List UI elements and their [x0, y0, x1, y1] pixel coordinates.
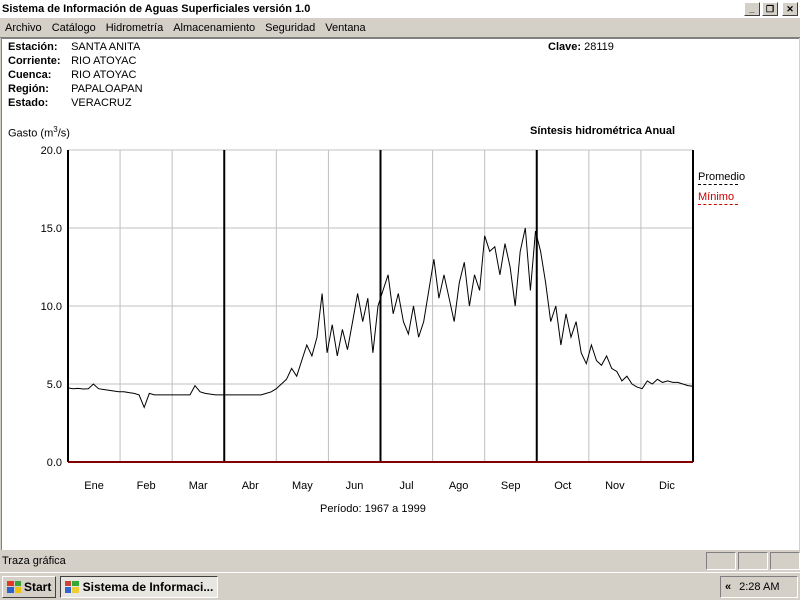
x-tick-label: Ago: [449, 480, 469, 492]
x-tick-label: Oct: [554, 480, 571, 492]
status-text: Traza gráfica: [2, 555, 66, 567]
region-label: Región:: [8, 83, 49, 95]
x-tick-label: Abr: [242, 480, 259, 492]
estado-row: Estado: VERACRUZ: [8, 97, 132, 111]
taskbar: Start Sistema de Informaci... « 2:28 AM: [0, 572, 800, 600]
window-titlebar: Sistema de Información de Aguas Superfic…: [0, 0, 800, 18]
menu-almacenamiento[interactable]: Almacenamiento: [173, 21, 256, 34]
station-value: SANTA ANITA: [71, 41, 141, 53]
corriente-label: Corriente:: [8, 55, 61, 67]
x-tick-label: Sep: [501, 480, 521, 492]
taskbar-app-label: Sistema de Informaci...: [82, 579, 214, 594]
menu-ventana[interactable]: Ventana: [325, 21, 366, 34]
y-tick-label: 20.0: [41, 145, 62, 157]
cuenca-value: RIO ATOYAC: [71, 69, 137, 81]
menu-archivo[interactable]: Archivo: [5, 21, 42, 34]
y-axis-title-sup: 3: [53, 125, 58, 134]
y-tick-label: 10.0: [41, 301, 62, 313]
menu-catalogo[interactable]: Catálogo: [51, 21, 96, 34]
series-promedio-line: [67, 227, 694, 409]
y-tick-label: 5.0: [47, 379, 62, 391]
corriente-row: Corriente: RIO ATOYAC: [8, 55, 136, 69]
estado-value: VERACRUZ: [71, 97, 132, 109]
y-tick-label: 0.0: [47, 457, 62, 469]
legend-minimo-label: Mínimo: [698, 191, 735, 203]
y-axis-title-prefix: Gasto (m: [8, 127, 54, 140]
windows-logo-icon: [7, 580, 21, 593]
clave-label: Clave:: [548, 41, 582, 53]
tray-expand-icon[interactable]: «: [725, 581, 732, 593]
status-panel: [738, 552, 768, 570]
y-axis-title-suffix: /s): [57, 127, 70, 140]
x-tick-label: Jun: [346, 480, 364, 492]
region-row: Región: PAPALOAPAN: [8, 83, 143, 97]
window-controls: _ ❐ ✕: [744, 2, 800, 16]
x-tick-label: Ene: [84, 480, 104, 492]
restore-button[interactable]: ❐: [762, 2, 778, 16]
station-row: Estación: SANTA ANITA: [8, 41, 140, 55]
legend-promedio: Promedio: [698, 171, 745, 185]
start-button[interactable]: Start: [2, 575, 57, 598]
x-tick-label: Feb: [137, 480, 156, 492]
status-panel: [770, 552, 800, 570]
y-tick-label: 15.0: [41, 223, 62, 235]
legend-minimo-swatch: [698, 204, 738, 205]
app-icon: [65, 580, 79, 593]
legend-promedio-swatch: [698, 184, 738, 185]
synthesis-title: Síntesis hidrométrica Anual: [530, 125, 676, 137]
legend-minimo: Mínimo: [698, 191, 738, 205]
menu-bar: Archivo Catálogo Hidrometría Almacenamie…: [0, 18, 800, 38]
clave-value: 28119: [584, 41, 614, 53]
minimize-button[interactable]: _: [744, 2, 760, 16]
hydrograph-chart: 0.0 5.0 10.0 15.0 20.0 Ene Feb Mar Abr May Jun Jul A…: [41, 145, 694, 492]
region-value: PAPALOAPAN: [71, 83, 143, 95]
legend-promedio-label: Promedio: [698, 171, 746, 183]
station-label: Estación:: [8, 41, 58, 53]
close-button[interactable]: ✕: [782, 2, 798, 16]
x-tick-label: May: [292, 480, 313, 492]
corriente-value: RIO ATOYAC: [71, 55, 137, 67]
clock: 2:28 AM: [739, 581, 780, 593]
cuenca-row: Cuenca: RIO ATOYAC: [8, 69, 136, 83]
window-title: Sistema de Información de Aguas Superfic…: [2, 3, 311, 15]
menu-seguridad[interactable]: Seguridad: [265, 21, 316, 34]
estado-label: Estado:: [8, 97, 49, 109]
period-label: Período: 1967 a 1999: [320, 503, 426, 515]
document-area: Estación: SANTA ANITA Corriente: RIO ATO…: [1, 38, 799, 550]
y-axis-title: Gasto (m3/s): [8, 125, 70, 140]
x-tick-label: Mar: [189, 480, 208, 492]
status-bar: Traza gráfica: [0, 551, 800, 571]
cuenca-label: Cuenca:: [8, 69, 52, 81]
menu-hidrometria[interactable]: Hidrometría: [105, 21, 164, 34]
system-tray: « 2:28 AM: [720, 576, 798, 598]
taskbar-app-button[interactable]: Sistema de Informaci...: [60, 575, 219, 598]
status-panel: [706, 552, 736, 570]
start-label: Start: [24, 579, 52, 594]
x-tick-label: Jul: [400, 480, 414, 492]
x-tick-label: Nov: [605, 480, 625, 492]
x-tick-label: Dic: [659, 480, 675, 492]
clave: Clave: 28119: [548, 41, 614, 53]
